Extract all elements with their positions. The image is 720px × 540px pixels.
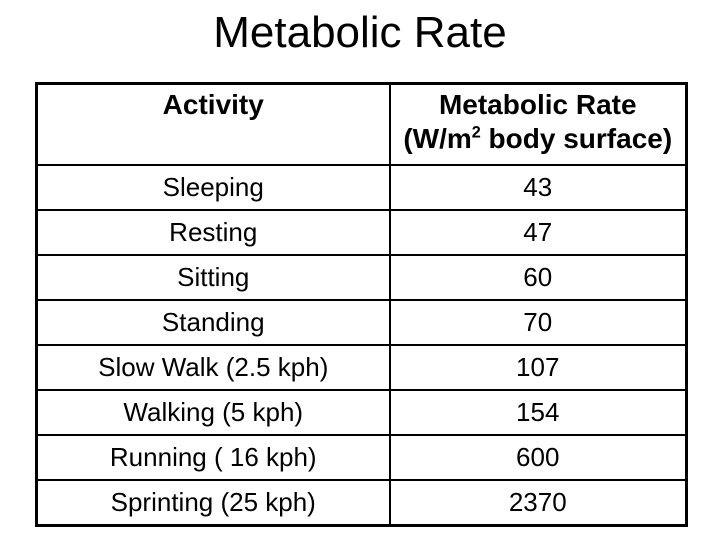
rate-cell: 2370: [388, 479, 688, 527]
activity-cell: Sprinting (25 kph): [35, 479, 391, 527]
header-row: Activity Metabolic Rate (W/m2 body surfa…: [35, 82, 688, 166]
table-row: Running ( 16 kph) 600: [35, 434, 688, 481]
rate-cell: 43: [388, 164, 688, 211]
table-header: Activity Metabolic Rate (W/m2 body surfa…: [35, 82, 688, 166]
activity-cell: Slow Walk (2.5 kph): [35, 344, 391, 391]
column-header-activity: Activity: [35, 82, 391, 166]
table-row: Sitting 60: [35, 254, 688, 301]
activity-cell: Walking (5 kph): [35, 389, 391, 436]
table-row: Resting 47: [35, 209, 688, 256]
rate-unit-prefix: (W/m: [403, 122, 472, 154]
column-header-rate: Metabolic Rate (W/m2 body surface): [388, 82, 688, 166]
activity-cell: Running ( 16 kph): [35, 434, 391, 481]
rate-unit-suffix: body surface): [480, 122, 673, 154]
table-row: Walking (5 kph) 154: [35, 389, 688, 436]
table-row: Sprinting (25 kph) 2370: [35, 479, 688, 527]
rate-cell: 70: [388, 299, 688, 346]
table-row: Sleeping 43: [35, 164, 688, 211]
rate-header-title: Metabolic Rate: [438, 89, 637, 120]
activity-cell: Sleeping: [35, 164, 391, 211]
metabolic-rate-table: Activity Metabolic Rate (W/m2 body surfa…: [35, 82, 688, 527]
activity-cell: Sitting: [35, 254, 391, 301]
page-title: Metabolic Rate: [213, 8, 507, 57]
table-body: Sleeping 43 Resting 47 Sitting 60 Standing 70 Sl…: [35, 164, 688, 527]
rate-cell: 600: [388, 434, 688, 481]
table-row: Standing 70: [35, 299, 688, 346]
rate-cell: 60: [388, 254, 688, 301]
rate-unit-superscript: 2: [471, 123, 481, 142]
activity-cell: Resting: [35, 209, 391, 256]
rate-cell: 47: [388, 209, 688, 256]
rate-header-unit: (W/m2 body surface): [391, 122, 686, 156]
rate-cell: 107: [388, 344, 688, 391]
table-row: Slow Walk (2.5 kph) 107: [35, 344, 688, 391]
rate-cell: 154: [388, 389, 688, 436]
activity-cell: Standing: [35, 299, 391, 346]
